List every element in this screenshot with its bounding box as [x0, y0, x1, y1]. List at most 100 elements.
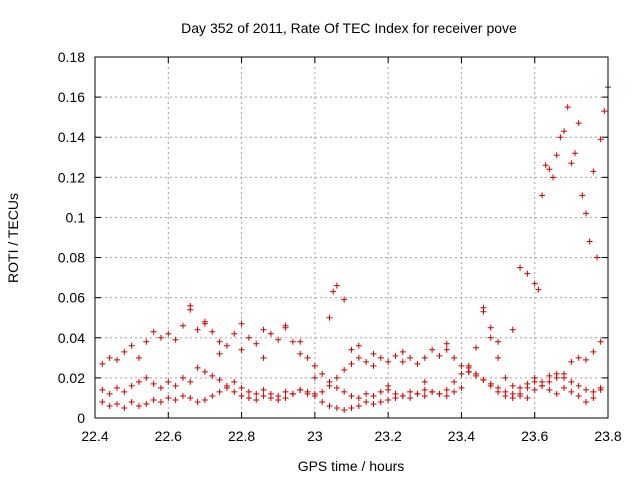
x-tick-label: 22.6 — [155, 428, 182, 444]
data-point-spikes — [553, 152, 560, 159]
data-point-track-c — [128, 398, 135, 405]
data-point-spikes — [583, 210, 590, 217]
data-point-track-c — [348, 404, 355, 411]
data-point-spikes — [568, 160, 575, 167]
data-point-track-c — [546, 386, 553, 393]
data-point-track-c — [399, 392, 406, 399]
data-point-spikes — [579, 192, 586, 199]
x-tick-label: 23 — [307, 428, 323, 444]
data-point-track-b — [150, 380, 157, 387]
data-point-track-c — [370, 400, 377, 407]
y-tick-label: 0.12 — [58, 169, 85, 185]
data-point-track-a — [495, 354, 502, 361]
data-point-track-c — [319, 398, 326, 405]
y-tick-label: 0.04 — [58, 330, 85, 346]
data-point-spikes — [561, 128, 568, 135]
data-point-track-c — [267, 394, 274, 401]
data-point-track-a — [473, 344, 480, 351]
data-point-spikes — [495, 338, 502, 345]
data-point-spikes — [282, 322, 289, 329]
x-tick-label: 23.4 — [448, 428, 475, 444]
data-point-track-b — [451, 354, 458, 361]
data-point-track-a — [260, 326, 267, 333]
data-point-track-b — [590, 348, 597, 355]
y-tick-label: 0.14 — [58, 129, 85, 145]
data-point-track-b — [216, 376, 223, 383]
data-point-track-b — [561, 370, 568, 377]
y-axis-label: ROTI / TECUs — [5, 193, 21, 283]
x-tick-label: 22.4 — [81, 428, 108, 444]
data-point-track-a — [179, 322, 186, 329]
data-points — [99, 84, 611, 413]
data-point-track-b — [238, 384, 245, 391]
data-point-track-a — [458, 384, 465, 391]
data-point-track-b — [458, 362, 465, 369]
data-point-track-b — [253, 390, 260, 397]
data-point-track-a — [304, 354, 311, 361]
data-point-track-b — [443, 340, 450, 347]
data-point-track-b — [531, 386, 538, 393]
data-point-track-c — [99, 398, 106, 405]
data-point-spikes — [480, 304, 487, 311]
data-point-track-b — [128, 382, 135, 389]
data-point-track-b — [370, 350, 377, 357]
plot-frame — [94, 56, 609, 419]
data-point-track-a — [377, 388, 384, 395]
data-point-track-b — [282, 388, 289, 395]
data-point-track-c — [385, 396, 392, 403]
data-point-track-a — [370, 392, 377, 399]
data-point-track-c — [531, 378, 538, 385]
y-tick-label: 0.1 — [66, 209, 86, 225]
data-point-spikes — [260, 354, 267, 361]
data-point-track-a — [245, 334, 252, 341]
y-tick-label: 0 — [77, 410, 85, 426]
data-point-track-c — [414, 390, 421, 397]
data-point-track-c — [275, 396, 282, 403]
y-tick-label: 0.08 — [58, 250, 85, 266]
data-point-track-b — [399, 348, 406, 355]
data-point-track-c — [568, 388, 575, 395]
data-point-track-b — [201, 368, 208, 375]
data-point-track-a — [583, 386, 590, 393]
data-point-track-c — [238, 392, 245, 399]
data-point-track-b — [99, 386, 106, 393]
x-axis-label: GPS time / hours — [298, 458, 405, 474]
data-point-spikes — [517, 264, 524, 271]
data-point-track-a — [172, 336, 179, 343]
data-point-track-c — [194, 398, 201, 405]
data-point-track-b — [165, 378, 172, 385]
x-tick-label: 23.8 — [594, 428, 621, 444]
data-point-track-b — [135, 378, 142, 385]
data-point-track-b — [157, 384, 164, 391]
data-point-spikes — [238, 346, 245, 353]
data-point-track-a — [319, 370, 326, 377]
data-point-spikes — [465, 362, 472, 369]
data-point-spikes — [597, 136, 604, 143]
data-point-track-a — [546, 372, 553, 379]
data-point-track-b — [385, 358, 392, 365]
data-point-track-a — [348, 392, 355, 399]
data-point-track-a — [421, 386, 428, 393]
data-point-track-a — [451, 388, 458, 395]
data-point-track-a — [121, 348, 128, 355]
data-point-track-a — [568, 378, 575, 385]
data-point-track-c — [583, 398, 590, 405]
data-point-track-a — [407, 388, 414, 395]
data-point-track-c — [480, 376, 487, 383]
data-point-spikes — [572, 150, 579, 157]
data-point-track-c — [407, 394, 414, 401]
data-point-track-c — [443, 386, 450, 393]
data-point-track-c — [575, 392, 582, 399]
data-point-track-c — [524, 384, 531, 391]
data-point-track-a — [333, 384, 340, 391]
data-point-track-b — [326, 382, 333, 389]
data-point-spikes — [326, 314, 333, 321]
data-point-track-b — [597, 338, 604, 345]
data-point-spikes — [550, 174, 557, 181]
data-point-track-b — [245, 388, 252, 395]
data-point-track-b — [583, 356, 590, 363]
data-point-track-c — [363, 398, 370, 405]
y-tick-label: 0.18 — [58, 49, 85, 65]
data-point-track-c — [216, 388, 223, 395]
data-point-track-a — [238, 320, 245, 327]
